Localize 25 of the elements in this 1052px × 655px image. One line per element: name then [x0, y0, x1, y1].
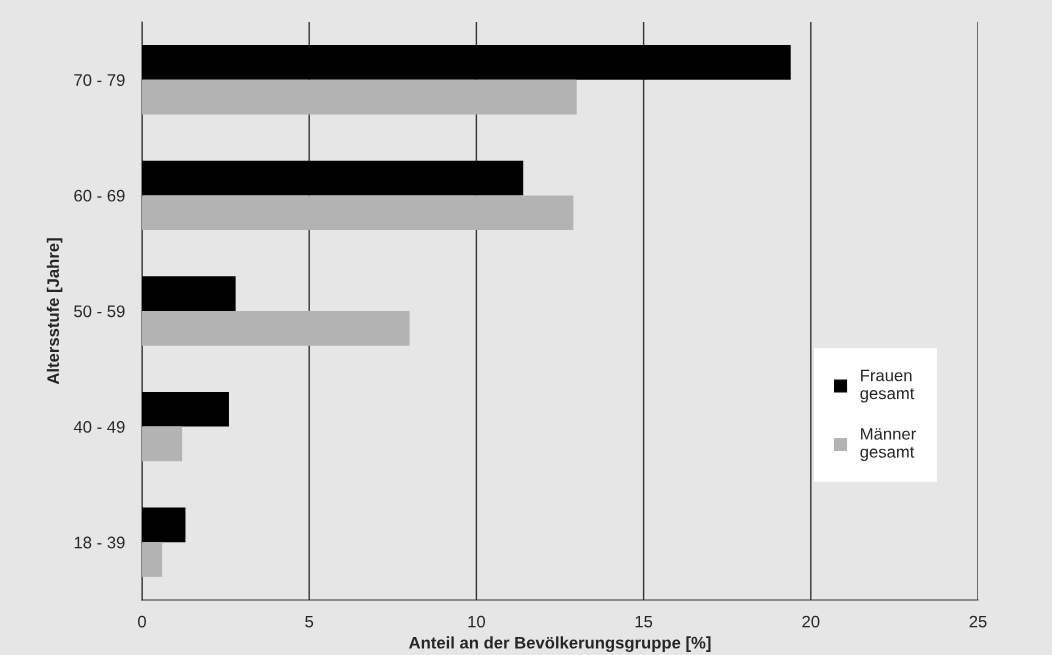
bar [142, 391, 229, 427]
bar [142, 426, 183, 462]
bar [142, 45, 791, 80]
legend-label: Männer gesamt [860, 428, 916, 462]
bar [142, 79, 577, 115]
y-tick-label: 18 - 39 [74, 536, 125, 549]
legend-label: Frauen gesamt [860, 369, 915, 403]
x-axis-title: Anteil an der Bevölkerungsgruppe [%] [409, 636, 711, 652]
bar [142, 311, 410, 346]
y-axis-title: Altersstufe [Jahre] [46, 238, 63, 385]
bar [142, 542, 163, 577]
x-tick-label: 15 [635, 615, 653, 628]
y-tick-label: 50 - 59 [74, 305, 125, 318]
x-tick-label: 0 [138, 615, 146, 628]
x-tick-label: 20 [802, 615, 820, 628]
y-tick-label: 60 - 69 [74, 189, 125, 202]
bar [142, 507, 186, 543]
x-tick-label: 5 [305, 615, 314, 628]
y-tick-label: 70 - 79 [74, 74, 125, 86]
x-tick-label: 10 [468, 615, 486, 628]
bar [142, 276, 236, 311]
x-tick-label: 25 [969, 615, 987, 628]
bar [142, 195, 574, 231]
y-tick-label: 40 - 49 [73, 421, 125, 433]
bar [142, 160, 524, 196]
